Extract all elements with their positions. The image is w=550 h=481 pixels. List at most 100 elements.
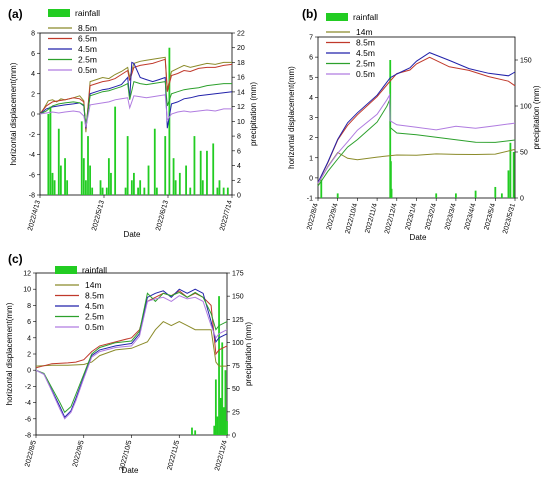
x-tick-label: 2022/8/4 (306, 203, 320, 231)
legend-label: 2.5m (78, 55, 97, 65)
rainfall-bar (47, 114, 50, 195)
x-tick-label: 2022/9/5 (72, 440, 86, 468)
y2-tick-label: 2 (237, 178, 241, 185)
x-tick-label: 2022/10/4 (345, 203, 360, 235)
rainfall-bar (224, 370, 227, 435)
y-axis-label: horizontal displacement(mm) (287, 66, 296, 169)
rainfall-bar (509, 142, 512, 198)
y-tick-label: 5 (309, 75, 313, 82)
rainfall-bar (206, 150, 208, 195)
panel-b: (b) -1 0 1 2 3 4 5 6 7 0 50 100 150 2022/8/4 2022/9/4 2… (287, 7, 541, 242)
x-tick-label: 2023/4/4 (464, 203, 478, 231)
rainfall-bar (101, 187, 104, 195)
legend-label: 6.5m (78, 34, 97, 44)
legend-label: 0.5m (356, 69, 375, 79)
rainfall-bar (172, 158, 175, 195)
rainfall-bar (201, 180, 204, 195)
rainfall-bar (53, 180, 56, 195)
y-tick-label: 2 (309, 135, 313, 142)
y2-tick-label: 8 (237, 134, 241, 141)
rainfall-bar (474, 190, 477, 198)
rainfall-bar (221, 342, 224, 435)
rainfall-bar (193, 136, 196, 195)
y-tick-label: 8 (27, 303, 31, 310)
legend-label: 0.5m (78, 65, 97, 75)
rainfall-bar (512, 152, 515, 198)
x-tick-label: 2022/11/4 (364, 203, 379, 234)
x-tick-label: 2022/9/4 (326, 203, 340, 231)
y-tick-label: 0 (31, 112, 35, 119)
y2-tick-label: 150 (520, 58, 532, 65)
rainfall-bar (66, 180, 69, 195)
rainfall-bar (126, 136, 129, 195)
legend-rainfall-label: rainfall (82, 265, 107, 275)
rainfall-bar (124, 187, 127, 195)
rainfall-bar (87, 136, 89, 195)
panel-c: (c) -8 -6 -4 -2 0 2 4 6 8 10 12 0 25 50 75 100 125 150 175… (5, 252, 253, 475)
plot-frame (39, 32, 233, 196)
y2-tick-label: 0 (237, 193, 241, 200)
y2-tick-label: 18 (237, 60, 245, 67)
rainfall-bar (91, 187, 94, 195)
rainfall-bar (507, 170, 510, 198)
rainfall-bar (51, 172, 54, 195)
y-tick-label: -4 (29, 152, 35, 159)
rainfall-bar (219, 397, 222, 435)
y2-tick-label: 175 (232, 271, 244, 278)
y-tick-label: -1 (307, 196, 313, 203)
rainfall-bar (390, 188, 393, 198)
y2-tick-label: 100 (232, 340, 244, 347)
panel-c-label: (c) (8, 252, 23, 266)
legend-label: 8.5m (356, 38, 375, 48)
rainfall-bar (226, 421, 228, 435)
y-tick-label: -4 (25, 400, 31, 407)
y2-axis-label: precipitation (mm) (249, 82, 258, 146)
rainfall-bar (174, 180, 177, 195)
rainfall-bar (49, 106, 52, 195)
rainfall-bar (216, 416, 219, 435)
rainfall-bar (214, 379, 217, 435)
rainfall-bar (147, 165, 150, 195)
rainfall-bar (64, 158, 66, 195)
y2-tick-label: 150 (232, 294, 244, 301)
rainfall-bar (500, 193, 503, 198)
legend-label: 4.5m (356, 48, 375, 58)
y2-tick-label: 50 (520, 150, 528, 157)
y-tick-label: 6 (31, 51, 35, 58)
y-tick-label: 6 (309, 55, 313, 62)
x-tick-label: 2022/4/13 (27, 200, 42, 232)
x-axis-label: Date (122, 466, 139, 475)
series-line (39, 56, 232, 133)
x-tick-label: 2022/7/14 (219, 200, 234, 232)
x-tick-label: 2022/11/5 (166, 440, 181, 471)
y-tick-label: 4 (309, 95, 313, 102)
series-line (317, 56, 516, 183)
series-line (35, 320, 227, 367)
series-line (39, 80, 232, 127)
series-line (35, 295, 228, 420)
rainfall-bar (185, 165, 187, 195)
y-tick-label: 2 (31, 91, 35, 98)
rainfall-bar (389, 161, 392, 198)
y2-tick-label: 125 (232, 317, 244, 324)
rainfall-bar (389, 60, 392, 198)
panel-b-label: (b) (302, 7, 317, 21)
y2-tick-label: 22 (237, 31, 245, 38)
rainfall-bar (222, 407, 225, 435)
legend-label: 4.5m (85, 301, 104, 311)
panel-a: (a) -8 -6 -4 -2 0 2 4 6 8 0 2 4 6 8 10 12 14 16 18 20 22 2022… (8, 7, 258, 239)
series-line (317, 52, 516, 183)
rainfall-bar (178, 172, 181, 195)
rainfall-bar (153, 128, 156, 195)
rainfall-bar (143, 187, 146, 195)
x-tick-label: 2023/5/4 (483, 203, 497, 231)
rainfall-bar (105, 187, 108, 195)
y-tick-label: 7 (309, 35, 313, 42)
rainfall-bar (82, 158, 85, 195)
rainfall-bar (57, 128, 60, 195)
rainfall-bar (455, 193, 457, 198)
y2-tick-label: 25 (232, 409, 240, 416)
rainfall-bar (435, 193, 438, 198)
series-line (35, 291, 228, 414)
